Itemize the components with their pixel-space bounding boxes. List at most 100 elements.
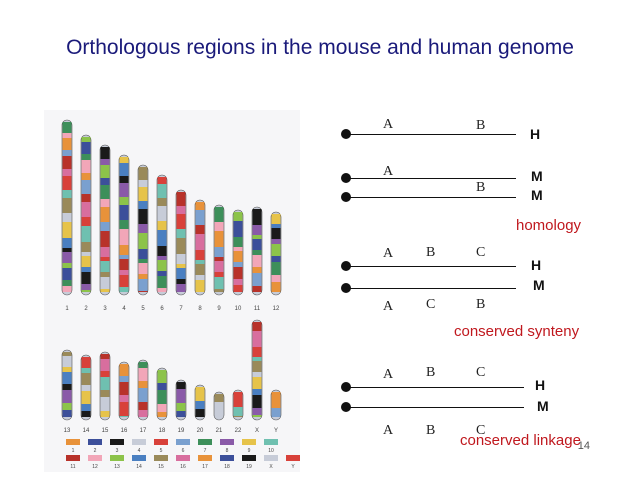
- legend-swatch: [220, 439, 234, 445]
- chromosome: [251, 319, 263, 421]
- locus-b: B: [426, 365, 436, 380]
- species-human: H: [530, 126, 541, 142]
- chromosome-number-label: 15: [102, 428, 109, 434]
- synteny-caption: conserved synteny: [454, 323, 580, 340]
- legend-label: 4: [138, 448, 141, 454]
- legend-label: 13: [114, 464, 120, 470]
- locus-a: A: [383, 299, 394, 314]
- chromosome: [213, 204, 225, 296]
- chromosome-figure: 1 2 3 4 5 6 7 8 9 10 11 12 13 14 15 16 17 18 19 20 21 22 X Y 1…: [44, 110, 300, 472]
- legend-label: 16: [180, 464, 186, 470]
- locus-b: B: [476, 180, 486, 195]
- chromosome: [270, 211, 282, 296]
- chromosome: [175, 189, 187, 296]
- chromosome-number-label: 3: [103, 306, 107, 312]
- legend-label: 14: [136, 464, 142, 470]
- locus-c: C: [476, 365, 486, 380]
- species-mouse: M: [533, 277, 545, 293]
- species-mouse: M: [537, 398, 549, 414]
- legend-label: 10: [268, 448, 274, 454]
- legend-swatch: [264, 439, 278, 445]
- legend-label: 19: [246, 464, 252, 470]
- chromosome-number-label: 8: [198, 306, 202, 312]
- chromosome-number-label: 9: [217, 306, 221, 312]
- legend-swatch: [198, 439, 212, 445]
- chromosome: [251, 206, 263, 296]
- legend-label: 11: [70, 464, 75, 470]
- chromosome-number-label: X: [255, 428, 259, 434]
- chromosome-number-label: 21: [216, 428, 223, 434]
- legend-swatch: [220, 455, 234, 461]
- chromosome: [213, 391, 225, 421]
- chromosome: [156, 367, 168, 421]
- chromosome-number-label: 20: [197, 428, 204, 434]
- locus-c: C: [426, 297, 436, 312]
- chromosome: [137, 359, 149, 421]
- chromosome: [232, 389, 244, 421]
- chromosome-number-label: 6: [160, 306, 164, 312]
- legend-label: 8: [226, 448, 229, 454]
- legend-swatch: [66, 439, 80, 445]
- locus-a: A: [383, 246, 394, 261]
- chromosome: [80, 134, 92, 296]
- chromosome-ideogram: 1 2 3 4 5 6 7 8 9 10 11 12 13 14 15 16 17 18 19 20 21 22 X Y 1…: [61, 119, 300, 470]
- chromosome-line: [346, 266, 516, 267]
- species-mouse: M: [531, 187, 543, 203]
- locus-a: A: [383, 164, 394, 179]
- chromosome: [118, 154, 130, 296]
- chromosome-number-label: 11: [254, 306, 261, 312]
- locus-b: B: [476, 118, 486, 133]
- legend-swatch: [154, 439, 168, 445]
- legend-swatch: [132, 455, 146, 461]
- page-number: 14: [577, 440, 590, 452]
- chromosome: [99, 144, 111, 296]
- legend-swatch: [198, 455, 212, 461]
- chromosome: [137, 164, 149, 296]
- chromosome-line: [346, 178, 516, 179]
- locus-c: C: [476, 423, 486, 438]
- chromosome: [118, 361, 130, 421]
- chromosome: [99, 351, 111, 421]
- legend-label: 3: [116, 448, 119, 454]
- chromosome: [80, 354, 92, 421]
- legend-label: 12: [92, 464, 98, 470]
- homology-caption: homology: [516, 217, 582, 234]
- legend-label: 7: [204, 448, 207, 454]
- chromosome-number-label: 22: [235, 428, 242, 434]
- chromosome-number-label: 19: [178, 428, 185, 434]
- legend-swatch: [66, 455, 80, 461]
- chromosome: [61, 119, 73, 296]
- locus-a: A: [383, 367, 394, 382]
- legend-swatch: [110, 455, 124, 461]
- legend-label: 5: [160, 448, 163, 454]
- chromosome-number-label: 14: [83, 428, 90, 434]
- species-mouse: M: [531, 168, 543, 184]
- legend-swatch: [176, 455, 190, 461]
- chromosome-number-label: 17: [140, 428, 147, 434]
- chromosome: [156, 174, 168, 296]
- legend-label: 9: [248, 448, 251, 454]
- locus-a: A: [383, 117, 394, 132]
- linkage-caption: conserved linkage: [460, 432, 581, 449]
- species-human: H: [531, 257, 542, 273]
- species-human: H: [535, 377, 546, 393]
- legend-label: 15: [158, 464, 164, 470]
- legend-swatch: [132, 439, 146, 445]
- legend-label: 17: [202, 464, 208, 470]
- chromosome-line: [346, 387, 524, 388]
- locus-a: A: [383, 423, 394, 438]
- chromosome-number-label: 13: [64, 428, 71, 434]
- legend-label: 2: [94, 448, 97, 454]
- chromosome: [270, 389, 282, 421]
- chromosome-number-label: 12: [273, 306, 280, 312]
- chromosome-number-label: 2: [84, 306, 88, 312]
- chromosome-number-label: 7: [179, 306, 183, 312]
- chromosome-line: [346, 288, 516, 289]
- chromosome-line: [346, 197, 516, 198]
- chromosome-number-label: 16: [121, 428, 128, 434]
- chromosome-number-label: 5: [141, 306, 145, 312]
- chromosome-number-label: 10: [235, 306, 242, 312]
- locus-b: B: [476, 297, 486, 312]
- legend-swatch: [264, 455, 278, 461]
- legend-label: 6: [182, 448, 185, 454]
